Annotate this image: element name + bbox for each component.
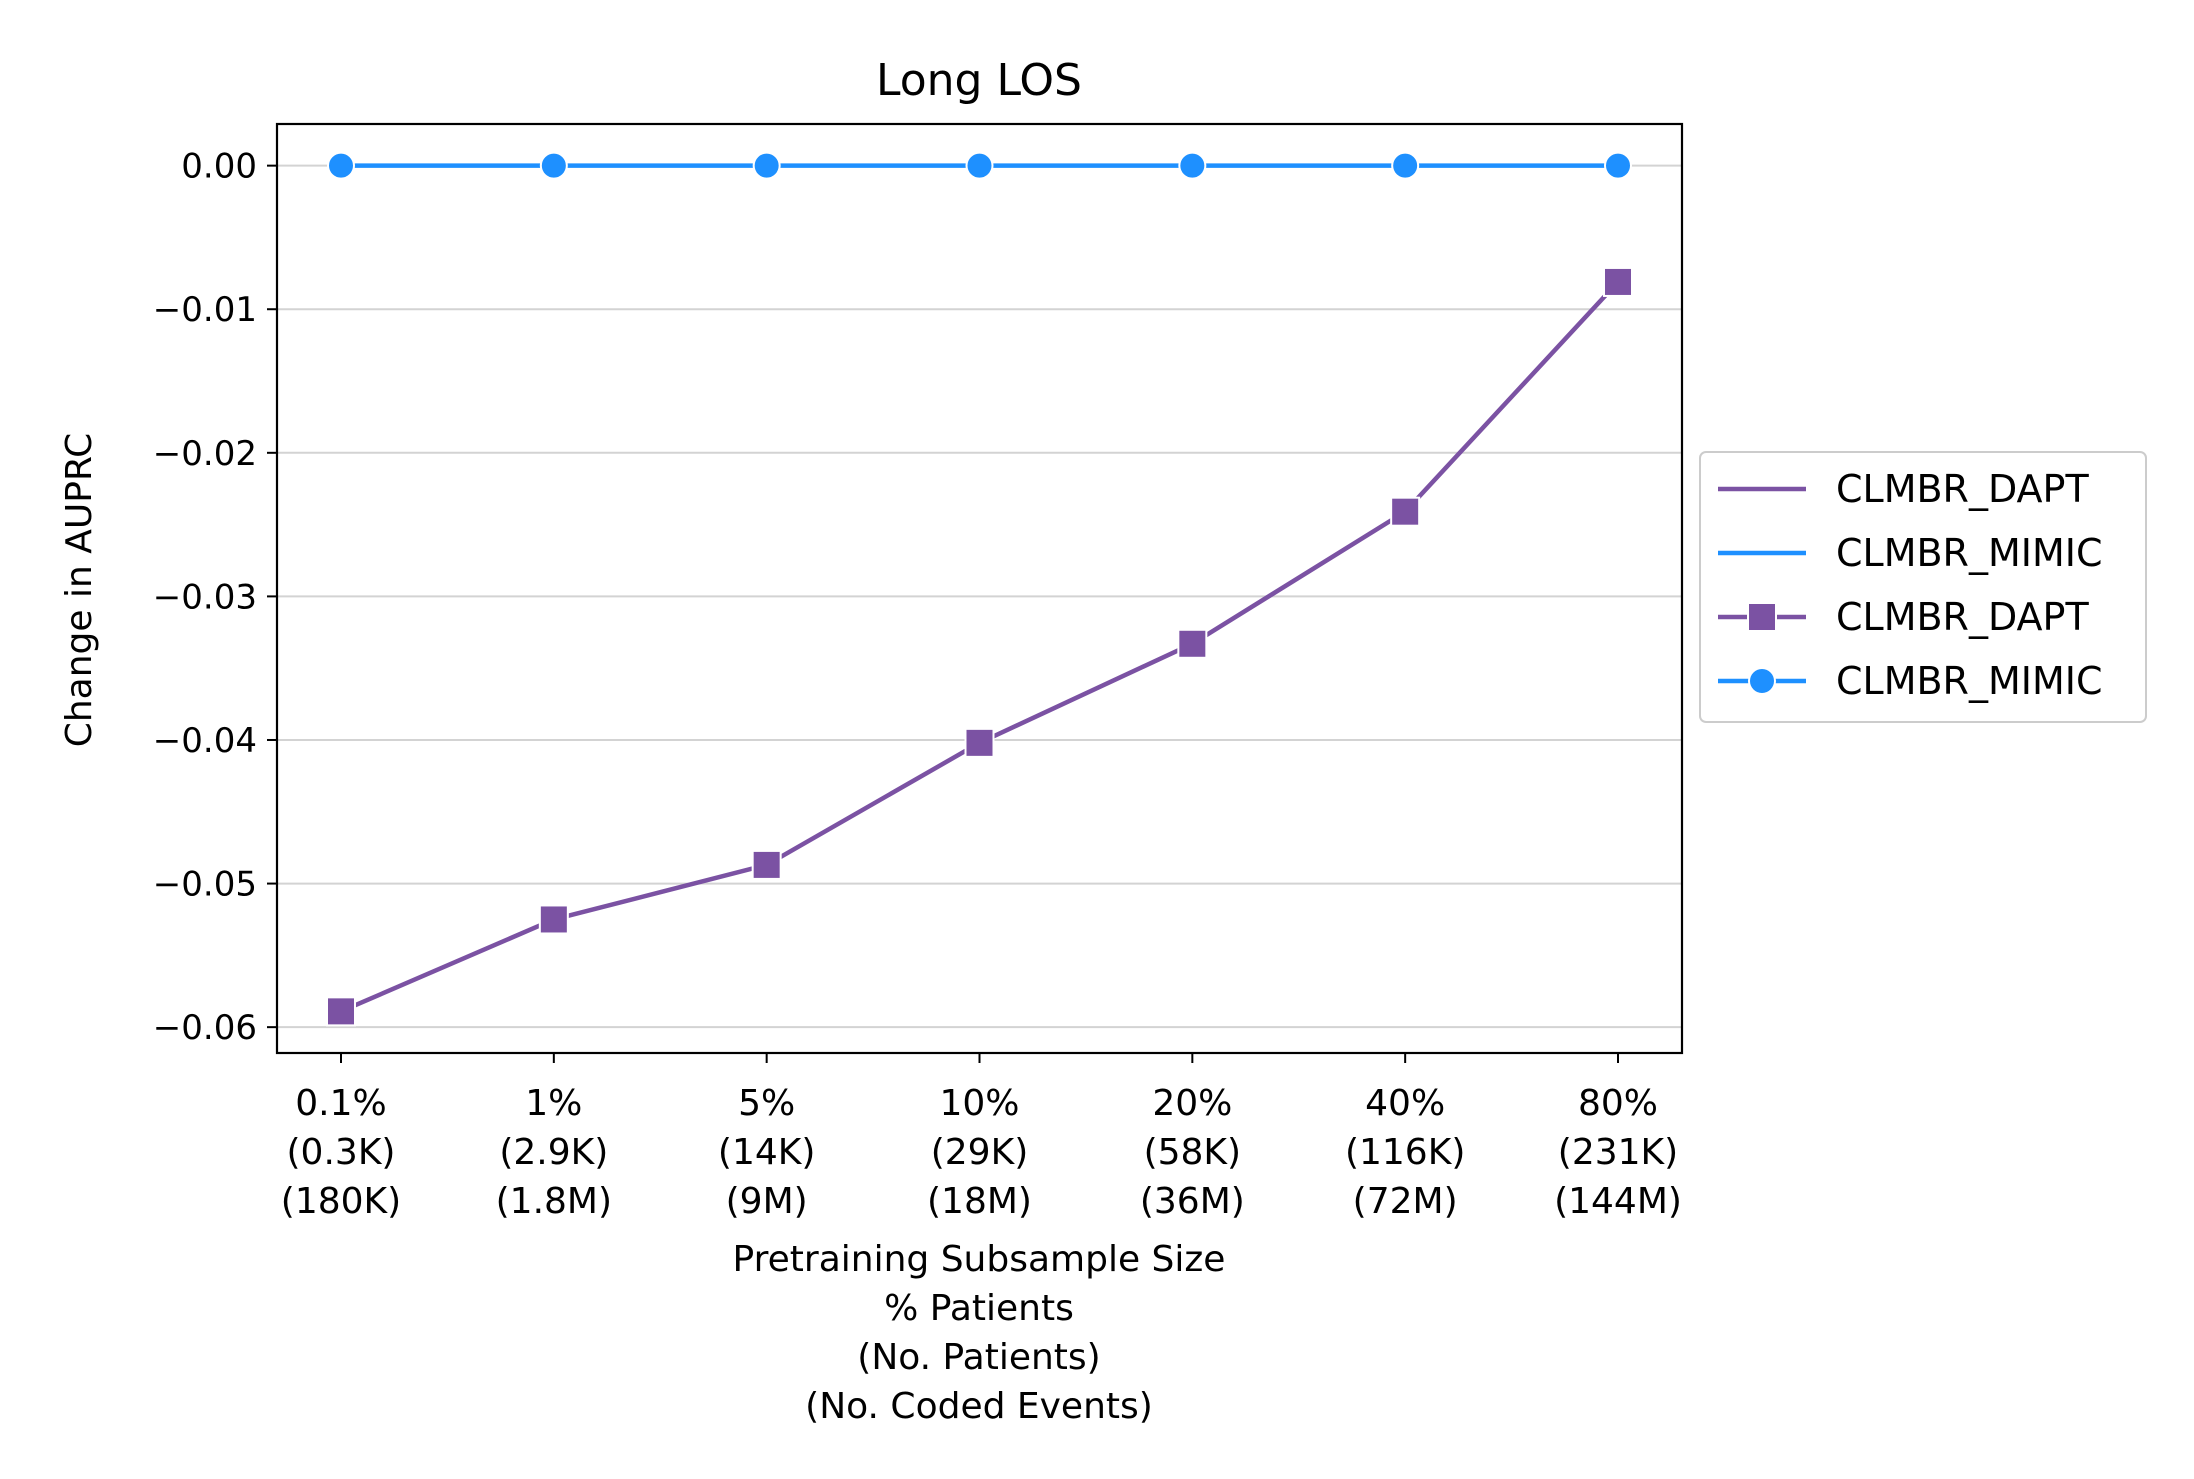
x-tick-label: 0.1% bbox=[295, 1083, 386, 1124]
x-tick-label: 40% bbox=[1365, 1083, 1445, 1124]
legend-box bbox=[1699, 451, 2147, 723]
legend-marker-clmbr-mimic bbox=[1748, 667, 1776, 695]
legend-label-clmbr-mimic: CLMBR_MIMIC bbox=[1836, 659, 2102, 703]
data-point-clmbr-dapt bbox=[964, 727, 995, 758]
x-tick-label: (144M) bbox=[1554, 1181, 1682, 1222]
x-tick-label: (0.3K) bbox=[287, 1132, 396, 1173]
data-point-clmbr-mimic bbox=[1178, 151, 1207, 180]
x-tick-label: (2.9K) bbox=[499, 1132, 608, 1173]
y-axis-label: Change in AUPRC bbox=[59, 433, 100, 748]
legend-marker-clmbr-dapt bbox=[1747, 602, 1777, 632]
x-tick-label: (14K) bbox=[718, 1132, 816, 1173]
x-tick-label: (36M) bbox=[1140, 1181, 1245, 1222]
x-tick-label: 80% bbox=[1578, 1083, 1658, 1124]
x-tick-label: 5% bbox=[738, 1083, 795, 1124]
x-axis-label-line: (No. Coded Events) bbox=[805, 1386, 1153, 1427]
data-point-clmbr-dapt bbox=[326, 996, 356, 1027]
legend: CLMBR_DAPT CLMBR_MIMIC CLMBR_DAPT CLMBR_MIM… bbox=[1699, 451, 2147, 723]
x-tick-label: (180K) bbox=[281, 1181, 401, 1222]
x-axis-label-line: Pretraining Subsample Size bbox=[733, 1239, 1226, 1280]
data-point-clmbr-dapt bbox=[751, 849, 782, 880]
x-tick-label: 20% bbox=[1152, 1083, 1232, 1124]
x-axis-label-line: % Patients bbox=[884, 1288, 1074, 1329]
data-point-clmbr-dapt bbox=[1603, 266, 1633, 297]
chart-title: Long LOS bbox=[876, 55, 1082, 106]
x-axis-label-line: (No. Patients) bbox=[857, 1337, 1100, 1378]
y-tick-label: −0.03 bbox=[153, 577, 257, 617]
data-point-clmbr-dapt bbox=[1177, 628, 1208, 659]
series-layer bbox=[326, 151, 1633, 1027]
x-tick-label: (18M) bbox=[927, 1181, 1032, 1222]
data-point-clmbr-mimic bbox=[1604, 151, 1632, 180]
legend-label-clmbr-mimic: CLMBR_MIMIC bbox=[1836, 531, 2102, 575]
data-point-clmbr-mimic bbox=[752, 151, 781, 180]
x-tick-label: (58K) bbox=[1144, 1132, 1242, 1173]
data-point-clmbr-mimic bbox=[965, 151, 994, 180]
y-tick-label: 0.00 bbox=[181, 147, 257, 187]
data-point-clmbr-mimic bbox=[539, 151, 568, 180]
x-tick-label: 1% bbox=[525, 1083, 582, 1124]
x-tick-label: 10% bbox=[939, 1083, 1019, 1124]
x-axis: 0.1% (0.3K) (180K) 1% (2.9K) (1.8M) 5% (14K) (9M… bbox=[281, 1053, 1682, 1222]
x-tick-label: (29K) bbox=[931, 1132, 1029, 1173]
x-tick-label: (9M) bbox=[726, 1181, 808, 1222]
data-point-clmbr-dapt bbox=[1390, 496, 1421, 527]
y-tick-label: −0.01 bbox=[153, 290, 257, 330]
y-tick-label: −0.02 bbox=[153, 434, 257, 474]
x-axis-label: Pretraining Subsample Size % Patients (No.… bbox=[733, 1239, 1226, 1427]
x-tick-label: (1.8M) bbox=[496, 1181, 612, 1222]
x-tick-label: (72M) bbox=[1353, 1181, 1458, 1222]
y-tick-label: −0.04 bbox=[153, 721, 257, 761]
x-tick-label: (116K) bbox=[1345, 1132, 1465, 1173]
legend-label-clmbr-dapt: CLMBR_DAPT bbox=[1836, 595, 2089, 639]
data-point-clmbr-mimic bbox=[1391, 151, 1420, 180]
data-point-clmbr-dapt bbox=[538, 904, 569, 935]
y-axis: 0.00 −0.01 −0.02 −0.03 −0.04 −0.05 −0.06 bbox=[153, 147, 277, 1048]
legend-label-clmbr-dapt: CLMBR_DAPT bbox=[1836, 467, 2089, 511]
y-tick-label: −0.06 bbox=[153, 1008, 257, 1048]
y-tick-label: −0.05 bbox=[153, 865, 257, 905]
x-tick-label: (231K) bbox=[1558, 1132, 1678, 1173]
data-point-clmbr-mimic bbox=[327, 151, 355, 180]
